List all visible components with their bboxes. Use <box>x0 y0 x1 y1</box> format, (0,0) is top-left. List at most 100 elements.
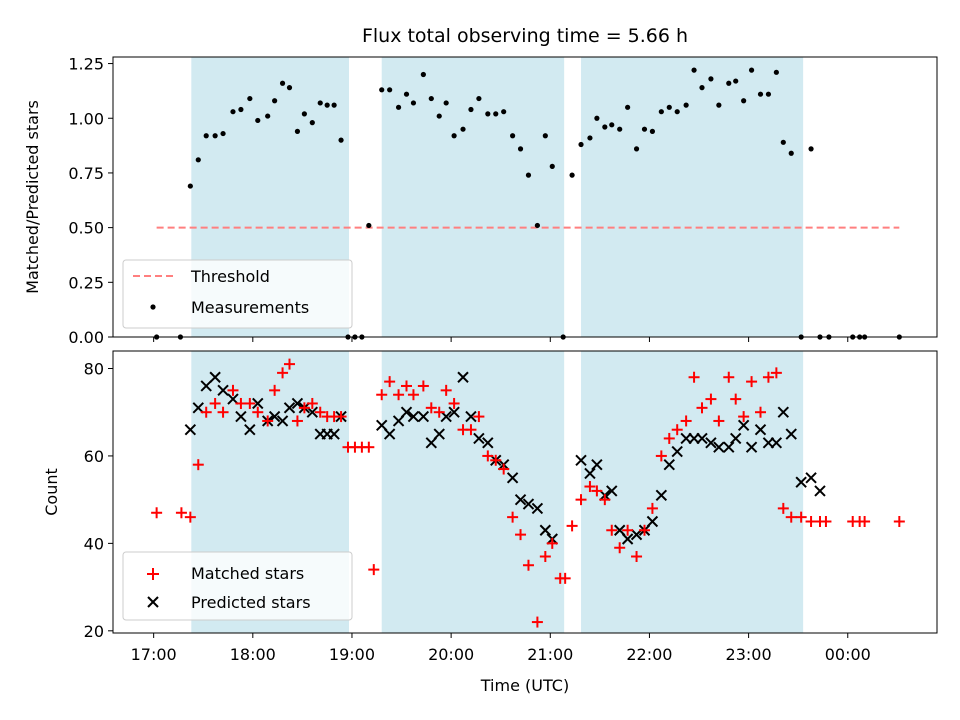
matched-star-point <box>622 524 634 536</box>
matched-star-point <box>591 485 603 497</box>
matched-star-point <box>252 406 264 418</box>
predicted-star-point <box>328 428 340 440</box>
matched-star-point <box>539 550 551 562</box>
legend-matched-swatch <box>147 568 159 580</box>
matched-star-point <box>465 424 477 436</box>
measurement-point <box>641 126 648 132</box>
predicted-star-point <box>184 423 197 436</box>
measurement-point <box>485 111 491 117</box>
y-tick-label: 0.00 <box>68 328 104 347</box>
matched-star-point <box>306 397 318 409</box>
predicted-star-point <box>192 402 204 414</box>
bottom-y-axis-ticks: 20 40 60 80 <box>84 359 113 641</box>
predicted-star-point <box>606 485 618 497</box>
measurement-point <box>436 113 442 119</box>
matched-star-point <box>723 371 735 383</box>
measurement-point <box>493 111 499 117</box>
legend-threshold-label: Threshold <box>190 267 270 286</box>
measurement-point <box>317 100 323 106</box>
matched-star-point <box>298 402 310 414</box>
matched-star-point <box>785 511 797 523</box>
y-tick-label: 0.50 <box>68 219 104 238</box>
matched-star-point <box>184 511 196 523</box>
measurement-point <box>428 95 434 102</box>
predicted-star-point <box>252 397 264 410</box>
matched-star-point <box>440 384 452 396</box>
measurement-point <box>331 102 337 108</box>
predicted-star-point <box>705 437 717 449</box>
predicted-star-point <box>539 524 552 536</box>
matched-star-point <box>663 432 675 444</box>
matched-star-point <box>584 481 596 493</box>
measurement-point <box>726 80 732 86</box>
top-y-axis-label: Matched/Predicted stars <box>23 100 42 294</box>
y-tick-label: 40 <box>84 534 104 553</box>
matched-star-point <box>713 415 725 427</box>
legend-measurements-swatch <box>150 304 156 310</box>
top-plot-frame <box>112 56 938 338</box>
predicted-star-point <box>630 528 643 541</box>
matched-star-point <box>448 397 460 409</box>
measurement-point <box>265 113 271 119</box>
matched-star-point <box>638 524 650 536</box>
predicted-star-point <box>306 406 319 418</box>
matched-star-point <box>284 358 296 370</box>
matched-star-point <box>599 494 611 506</box>
measurement-point <box>195 157 201 163</box>
measurement-point <box>294 128 301 134</box>
measurement-point <box>549 163 555 169</box>
y-tick-label: 20 <box>84 622 104 641</box>
predicted-star-point <box>713 441 725 453</box>
x-tick-label: 22:00 <box>626 645 672 664</box>
predicted-star-point <box>433 428 445 440</box>
predicted-star-point <box>575 454 587 467</box>
measurement-point <box>658 109 664 115</box>
y-tick-label: 1.25 <box>68 55 104 74</box>
matched-star-point <box>566 520 578 532</box>
measurement-point <box>238 106 244 113</box>
predicted-star-point <box>465 410 477 423</box>
matched-star-point <box>368 564 380 576</box>
measurement-point <box>569 172 575 178</box>
observing-interval-shade <box>581 351 804 633</box>
predicted-star-point <box>383 428 396 440</box>
matched-star-point <box>473 411 485 423</box>
measurement-point <box>617 126 623 132</box>
predicted-star-point <box>805 472 817 484</box>
matched-star-point <box>893 516 905 528</box>
matched-star-point <box>507 511 519 523</box>
measurement-point <box>757 91 764 97</box>
predicted-star-point <box>514 493 527 506</box>
observing-interval-shade <box>381 57 565 337</box>
measurement-point <box>286 85 293 91</box>
matched-star-point <box>363 441 375 453</box>
x-axis-label: Time (UTC) <box>480 676 569 695</box>
measurement-point <box>517 146 524 152</box>
matched-star-point <box>335 411 347 423</box>
measurement-point <box>525 172 532 178</box>
measurement-point <box>309 120 315 126</box>
measurement-point <box>788 150 794 156</box>
matched-star-point <box>244 397 256 409</box>
measurement-point <box>230 109 236 115</box>
predicted-star-point <box>770 437 783 449</box>
matched-star-point <box>762 371 774 383</box>
measurement-point <box>683 102 689 108</box>
matched-star-point <box>425 402 437 414</box>
matched-star-point <box>705 393 717 405</box>
measurement-point <box>748 67 755 73</box>
measurement-point <box>324 102 330 108</box>
measurement-point <box>773 69 779 75</box>
bottom-legend: Matched stars Predicted stars <box>122 551 353 621</box>
predicted-star-point <box>777 406 790 418</box>
predicted-star-point <box>200 380 212 392</box>
measurement-point <box>272 98 278 104</box>
matched-star-point <box>417 380 429 392</box>
predicted-star-point <box>440 410 452 423</box>
predicted-star-point <box>814 485 826 497</box>
measurement-point <box>403 91 410 97</box>
x-tick-label: 21:00 <box>527 645 573 664</box>
measurement-point <box>666 104 672 110</box>
measurement-point <box>625 104 631 110</box>
top-y-axis-ticks: 0.00 0.25 0.50 0.75 1.00 1.25 <box>68 55 113 347</box>
